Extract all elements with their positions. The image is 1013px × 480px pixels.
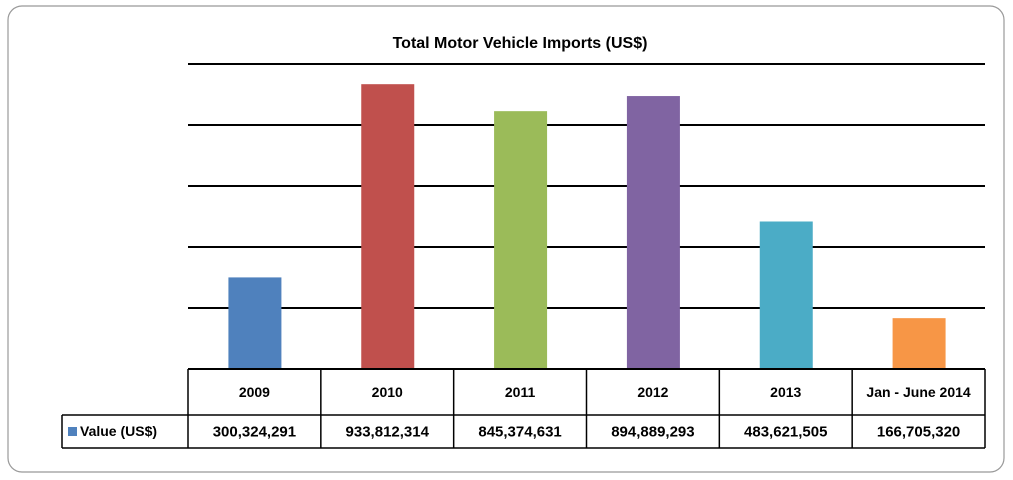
value-label: 845,374,631 [478,423,561,440]
x-tick-label: 2010 [371,384,403,400]
value-label: 483,621,505 [744,423,827,440]
x-tick-cell: 2012 [637,384,669,400]
x-tick-label: 2009 [238,384,270,400]
x-tick-cell: 2009 [238,384,270,400]
bar [626,96,680,369]
x-tick-cell: 2010 [371,384,403,400]
x-tick-cell: 2011 [504,384,536,400]
bar [361,84,415,369]
bar [228,277,282,369]
x-tick-label: 2011 [504,384,536,400]
x-tick-cell: Jan - June 2014 [866,384,971,400]
chart-title: Total Motor Vehicle Imports (US$) [393,35,648,52]
legend-label: Value (US$) [80,423,157,439]
value-label: 300,324,291 [213,423,296,440]
x-tick-label: 2013 [770,384,802,400]
x-tick-cell: 2013 [770,384,802,400]
legend-key [68,427,77,436]
bar [494,111,548,369]
x-tick-label: 2012 [637,384,669,400]
bar [892,318,946,369]
value-label: 894,889,293 [611,423,694,440]
value-label: 166,705,320 [877,423,960,440]
value-label: 933,812,314 [346,423,430,440]
bar [759,221,813,369]
x-tick-label: Jan - June 2014 [866,384,971,400]
